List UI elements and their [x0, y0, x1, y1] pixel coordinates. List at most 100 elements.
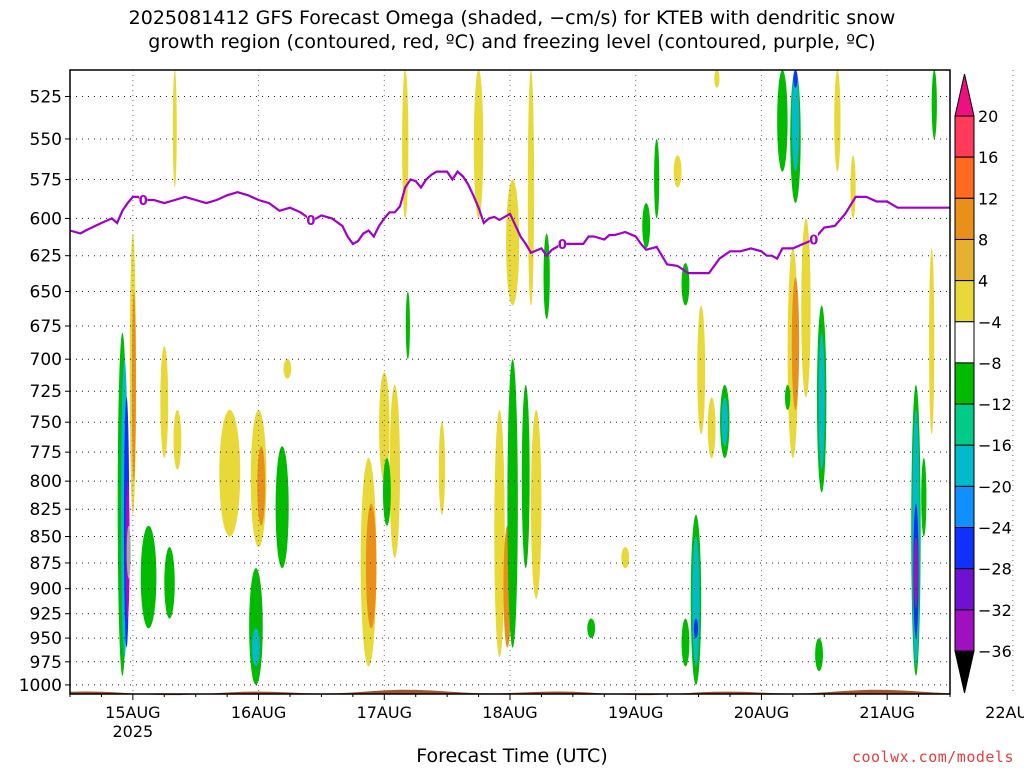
freezing-level-label-bg	[139, 192, 148, 206]
y-tick-label: 775	[30, 443, 62, 463]
freezing-level-label: 0	[139, 194, 148, 209]
omega-cell	[172, 70, 177, 188]
omega-cell	[494, 409, 505, 658]
y-tick-label: 625	[30, 247, 62, 267]
omega-cell	[131, 291, 136, 482]
omega-cell	[275, 446, 289, 569]
x-tick-label: 22AUG	[985, 703, 1024, 722]
omega-cell	[642, 203, 651, 249]
colorbar-swatch	[954, 115, 975, 158]
y-tick-label: 950	[30, 629, 62, 649]
omega-cell	[818, 332, 825, 470]
omega-cell	[815, 638, 823, 672]
colorbar-label: 8	[978, 230, 988, 249]
x-tick-label: 20AUG	[734, 703, 789, 722]
omega-cell	[543, 233, 550, 320]
colorbar-label: −28	[978, 560, 1012, 579]
colorbar-bottom-arrow	[954, 650, 975, 694]
omega-cell	[673, 155, 682, 188]
y-tick-label: 1000	[19, 676, 62, 696]
y-tick-label: 650	[30, 283, 62, 303]
omega-cell	[697, 305, 706, 435]
omega-cell	[527, 70, 535, 306]
y-tick-label: 850	[30, 527, 62, 547]
omega-cell	[283, 359, 292, 379]
omega-cell	[654, 138, 660, 219]
omega-cell	[160, 346, 169, 459]
omega-cell	[931, 70, 937, 139]
colorbar-swatch	[954, 362, 975, 405]
omega-cell	[530, 409, 542, 599]
omega-cell	[793, 70, 798, 88]
omega-cell	[405, 291, 410, 360]
colorbar-swatch	[954, 568, 975, 611]
omega-cell	[681, 618, 690, 667]
freezing-level-label: 0	[558, 238, 567, 253]
y-tick-label: 550	[30, 130, 62, 150]
x-tick-label: 15AUG	[105, 703, 160, 722]
omega-cell	[801, 218, 811, 398]
omega-cell	[389, 384, 400, 558]
colorbar-label: −8	[978, 354, 1002, 373]
colorbar-label: −4	[978, 313, 1002, 332]
omega-cell	[921, 458, 927, 537]
y-tick-label: 525	[30, 87, 62, 107]
omega-cell	[693, 618, 699, 639]
omega-cell	[777, 70, 788, 172]
omega-cell	[692, 536, 700, 667]
colorbar-swatch	[954, 156, 975, 199]
x-tick-label: 21AUG	[859, 703, 914, 722]
omega-cell	[621, 547, 630, 569]
omega-cell	[714, 70, 720, 88]
omega-shading	[117, 70, 937, 685]
omega-cell	[521, 384, 530, 569]
y-tick-label: 675	[30, 317, 62, 337]
x-tick-label: 18AUG	[482, 703, 537, 722]
colorbar-swatch	[954, 527, 975, 570]
freezing-level: 0 0 0 0	[70, 169, 950, 275]
colorbar-swatch	[954, 321, 975, 364]
y-tick-label: 800	[30, 472, 62, 492]
omega-cell	[219, 409, 241, 537]
omega-cell	[791, 70, 800, 172]
colorbar-top-arrow	[954, 73, 975, 117]
omega-cell	[507, 359, 518, 648]
freezing-level-line	[70, 169, 950, 275]
omega-cell	[164, 547, 175, 619]
omega-cell	[785, 384, 791, 410]
omega-cell	[473, 70, 484, 219]
omega-cell	[913, 536, 918, 609]
credit-link[interactable]: coolwx.com/models	[851, 748, 1014, 766]
colorbar-label: −16	[978, 436, 1012, 455]
omega-cell	[249, 568, 263, 685]
y-tick-label: 600	[30, 209, 62, 229]
y-axis: 525 550 575 600 625 650 675 700 725 750 775 800 825 8…	[19, 87, 70, 696]
freezing-level-label-bg	[809, 232, 818, 246]
omega-cell	[834, 70, 841, 172]
y-tick-label: 725	[30, 382, 62, 402]
colorbar-label: 12	[978, 189, 998, 208]
omega-cell	[379, 372, 390, 482]
x-tick-label: 17AUG	[357, 703, 412, 722]
x-axis: 15AUG 16AUG 17AUG 18AUG 19AUG 20AUG 21AUG 22AUG…	[69, 694, 1024, 741]
colorbar-label: 20	[978, 107, 998, 126]
y-tick-label: 575	[30, 171, 62, 191]
colorbar-label: 4	[978, 272, 988, 291]
colorbar-swatch	[954, 609, 975, 652]
colorbar-label: −24	[978, 519, 1012, 538]
y-tick-label: 975	[30, 653, 62, 673]
omega-cell	[173, 409, 182, 470]
colorbar-label: −36	[978, 642, 1012, 661]
y-tick-label: 925	[30, 605, 62, 625]
grid-lines	[70, 70, 1014, 694]
omega-cell	[365, 503, 377, 629]
colorbar-label: −32	[978, 601, 1012, 620]
omega-cell	[506, 179, 520, 306]
colorbar-label: −12	[978, 395, 1012, 414]
chart-title: 2025081412 GFS Forecast Omega (shaded, −…	[0, 6, 1024, 54]
omega-cell	[929, 248, 935, 435]
y-tick-label: 825	[30, 500, 62, 520]
x-tick-label: 16AUG	[231, 703, 286, 722]
omega-cell	[791, 277, 800, 410]
omega-cell	[126, 525, 131, 579]
